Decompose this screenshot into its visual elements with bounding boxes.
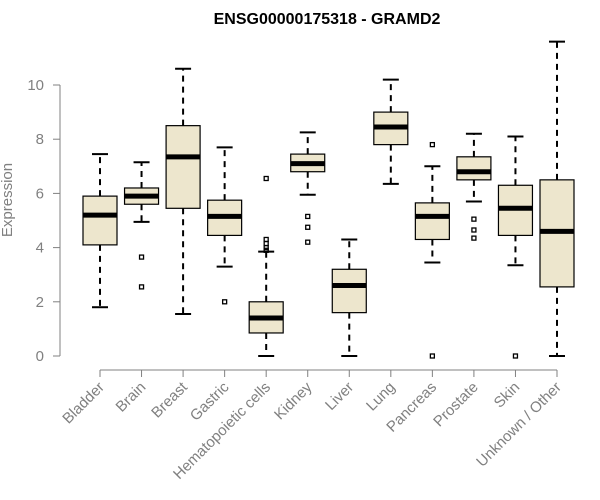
outlier-point — [221, 299, 228, 305]
x-tick-label: Prostate — [430, 379, 482, 431]
outlier-point — [429, 141, 436, 148]
box-kidney — [290, 131, 326, 245]
box-skin — [497, 135, 534, 359]
outlier-point — [429, 353, 436, 359]
x-tick-label: Liver — [322, 379, 357, 414]
iqr-box — [414, 202, 450, 241]
outlier-point — [138, 284, 145, 290]
x-tick-label: Kidney — [271, 378, 316, 423]
box-lung — [373, 78, 409, 185]
outlier-point — [138, 254, 145, 260]
boxes-layer — [82, 40, 575, 359]
y-tick-label: 2 — [36, 294, 44, 311]
outlier-point — [263, 240, 269, 247]
y-tick-label: 10 — [27, 77, 44, 94]
y-tick-label: 4 — [36, 240, 44, 257]
x-tick-label: Brain — [113, 379, 150, 416]
iqr-box — [165, 125, 201, 209]
box-brain — [123, 161, 160, 290]
y-tick-label: 0 — [36, 348, 44, 365]
outlier-point — [471, 235, 477, 241]
box-bladder — [82, 153, 118, 309]
iqr-box — [456, 156, 492, 181]
outlier-point — [471, 227, 477, 233]
y-axis-label: Expression — [0, 163, 16, 237]
iqr-box — [82, 195, 118, 246]
outlier-point — [263, 247, 269, 253]
outlier-point — [305, 239, 311, 245]
box-breast — [165, 67, 201, 315]
box-unknown-other — [539, 40, 575, 357]
box-prostate — [456, 132, 492, 241]
box-hematopoietic-cells — [248, 175, 284, 357]
outlier-point — [263, 175, 269, 182]
box-liver — [331, 238, 367, 357]
box-pancreas — [414, 141, 450, 359]
y-axis: 0 2 4 6 8 10 — [27, 77, 61, 365]
x-tick-label: Lung — [363, 379, 399, 415]
y-tick-label: 6 — [36, 185, 44, 202]
x-tick-label: Skin — [491, 379, 524, 412]
chart-title: ENSG00000175318 - GRAMD2 — [214, 11, 441, 28]
x-tick-label: Breast — [148, 378, 191, 421]
outlier-point — [512, 353, 519, 359]
box-gastric — [207, 146, 243, 305]
outlier-point — [471, 216, 477, 222]
outlier-point — [305, 213, 311, 220]
outlier-point — [305, 224, 311, 230]
y-tick-label: 8 — [36, 131, 44, 148]
x-tick-label: Bladder — [59, 379, 108, 428]
outlier-point — [263, 244, 269, 251]
outlier-point — [263, 236, 269, 243]
iqr-box — [331, 268, 367, 314]
